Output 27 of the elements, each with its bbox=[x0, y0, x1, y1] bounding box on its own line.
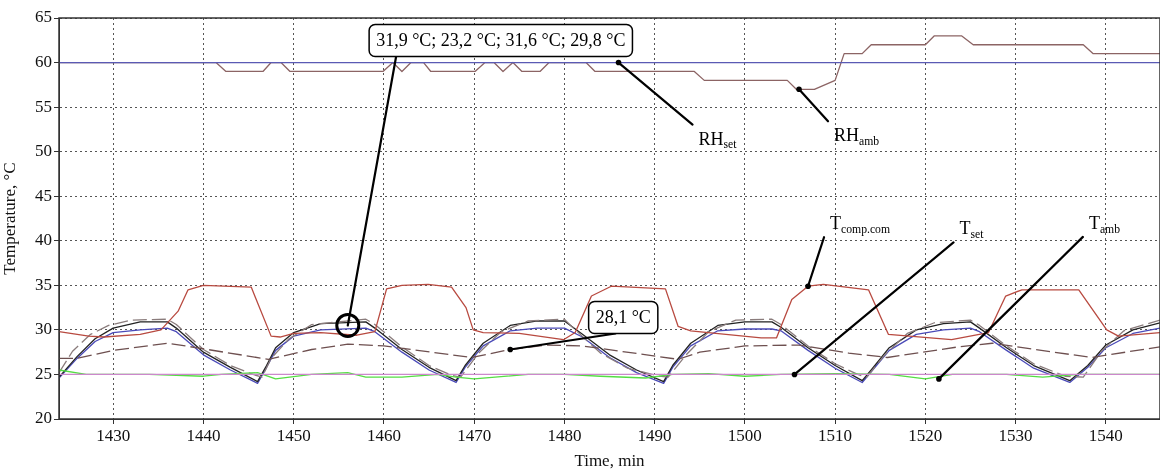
y-tick-label: 55 bbox=[35, 96, 52, 116]
y-tick-label: 25 bbox=[35, 363, 52, 383]
x-tick-label: 1540 bbox=[1088, 425, 1123, 445]
x-tick-label: 1500 bbox=[727, 425, 762, 445]
x-tick-label: 1450 bbox=[276, 425, 311, 445]
x-tick-label: 1470 bbox=[457, 425, 492, 445]
x-tick-label: 1440 bbox=[186, 425, 221, 445]
y-tick-label: 35 bbox=[35, 274, 52, 294]
x-tick-label: 1460 bbox=[366, 425, 401, 445]
y-tick-label: 20 bbox=[35, 408, 52, 428]
line-series bbox=[59, 342, 1160, 360]
annotation: 28,1 °C bbox=[595, 307, 651, 328]
x-tick-label: 1530 bbox=[998, 425, 1033, 445]
y-tick-label: 50 bbox=[35, 141, 52, 161]
y-tick-label: 30 bbox=[35, 319, 52, 339]
y-tick-label: 45 bbox=[35, 185, 52, 205]
x-tick-label: 1430 bbox=[96, 425, 131, 445]
x-tick-label: 1510 bbox=[818, 425, 853, 445]
y-tick-label: 40 bbox=[35, 230, 52, 250]
annotation: 31,9 °C; 23,2 °C; 31,6 °C; 29,8 °C bbox=[376, 30, 626, 51]
y-tick-label: 60 bbox=[35, 52, 52, 72]
y-axis-title: Temperature, °C bbox=[0, 162, 19, 275]
x-tick-label: 1490 bbox=[637, 425, 672, 445]
y-tick-label: 65 bbox=[35, 7, 52, 27]
x-tick-label: 1480 bbox=[547, 425, 582, 445]
x-tick-label: 1520 bbox=[908, 425, 943, 445]
x-axis-title: Time, min bbox=[574, 451, 646, 471]
